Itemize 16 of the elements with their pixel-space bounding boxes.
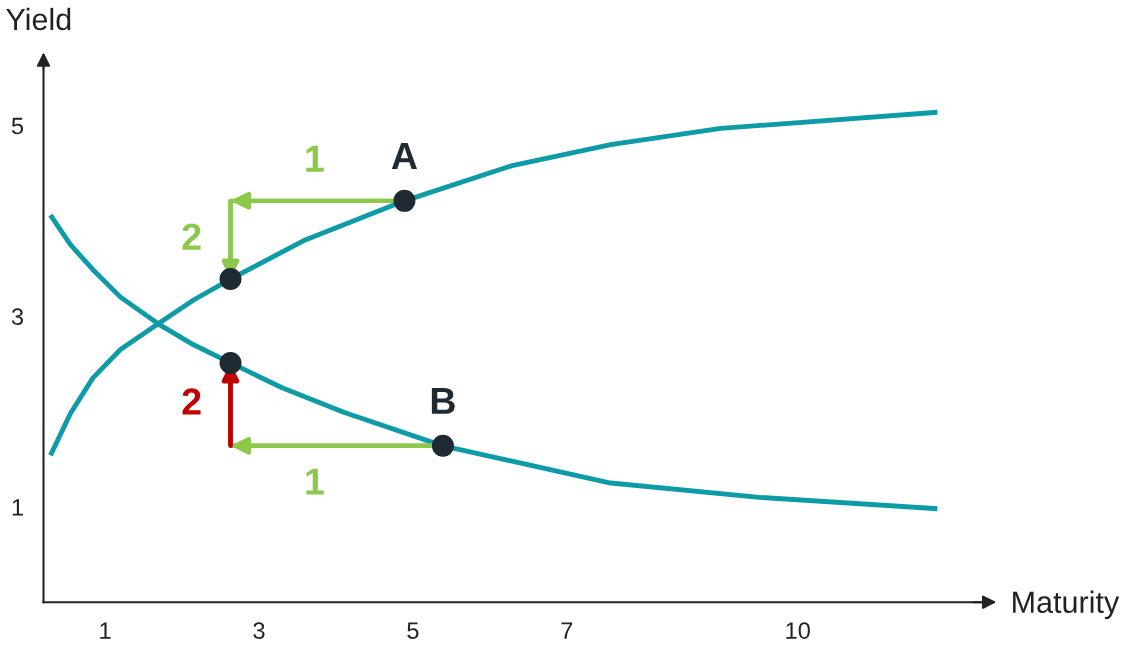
annotation: 2 xyxy=(182,223,201,250)
x-tick-label: 10 xyxy=(786,622,810,639)
annotation: A xyxy=(391,143,417,169)
x-tick-label: 5 xyxy=(407,622,419,639)
annotation: 1 xyxy=(306,468,324,495)
annotation: B xyxy=(431,388,455,414)
annotation: 2 xyxy=(182,388,201,415)
x-tick-label: 7 xyxy=(561,622,573,639)
x-tick-label: 3 xyxy=(253,622,265,639)
y-axis-title: Yield xyxy=(6,7,71,31)
y-tick-label: 5 xyxy=(11,117,24,135)
y-tick-label: 1 xyxy=(12,499,23,516)
y-tick-label: 3 xyxy=(11,308,24,325)
annotation: 1 xyxy=(306,145,324,172)
x-tick-label: 1 xyxy=(100,622,111,639)
x-axis-title: Maturity xyxy=(1013,590,1120,620)
